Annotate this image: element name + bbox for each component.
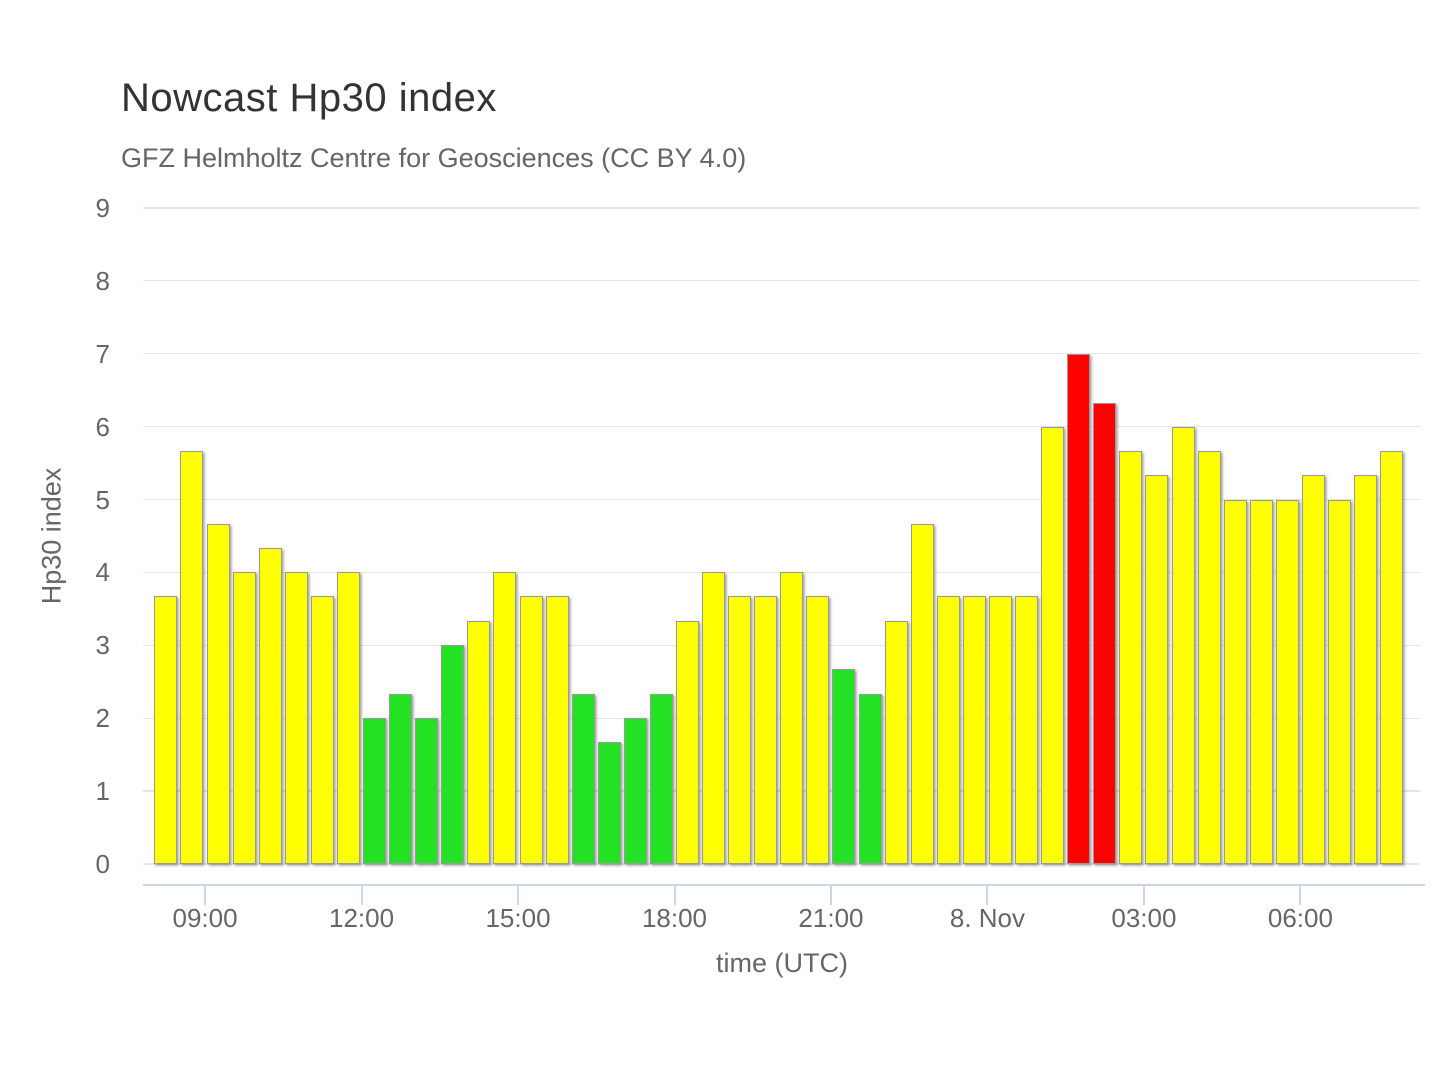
hp30-bar[interactable] (415, 718, 439, 864)
hp30-bar[interactable] (1093, 402, 1117, 864)
x-axis-line (143, 884, 1425, 886)
hp30-bar[interactable] (1354, 475, 1378, 864)
hp30-bar[interactable] (806, 596, 830, 864)
hp30-bar[interactable] (858, 694, 882, 864)
y-axis-label: 6 (95, 411, 110, 442)
x-axis-label: 21:00 (798, 903, 864, 933)
hp30-bar[interactable] (962, 596, 986, 864)
x-axis-tick (360, 885, 363, 905)
hp30-bar[interactable] (545, 596, 569, 864)
hp30-bar[interactable] (1119, 450, 1143, 864)
hp30-bar[interactable] (389, 694, 413, 864)
hp30-bar[interactable] (1275, 499, 1299, 864)
hp30-bar[interactable] (232, 572, 256, 864)
x-axis-label: 12:00 (328, 903, 395, 933)
y-gridline (143, 498, 1420, 501)
y-axis-label: 1 (95, 776, 110, 807)
hp30-bar[interactable] (676, 621, 699, 864)
x-axis-label: 8. Nov (949, 903, 1026, 933)
x-axis-label: 06:00 (1267, 903, 1333, 933)
y-gridline (143, 863, 1420, 865)
y-gridline (143, 207, 1420, 209)
hp30-bar[interactable] (206, 523, 230, 864)
hp30-bar[interactable] (1380, 450, 1404, 864)
hp30-bar[interactable] (1249, 499, 1273, 864)
hp30-bar[interactable] (754, 596, 778, 864)
x-axis-tick (517, 885, 520, 905)
y-axis-label: 3 (95, 630, 110, 661)
x-axis-label: 18:00 (641, 903, 708, 933)
y-gridline (143, 571, 1420, 574)
hp30-bar[interactable] (649, 694, 673, 864)
x-axis-tick (673, 885, 676, 905)
x-axis-tick (986, 885, 989, 905)
hp30-bar[interactable] (284, 572, 308, 864)
x-axis-tick (1142, 885, 1145, 905)
hp30-bar[interactable] (1328, 499, 1351, 864)
hp30-bar[interactable] (1067, 353, 1091, 864)
y-axis-label: 9 (95, 192, 110, 223)
chart-subtitle: GFZ Helmholtz Centre for Geosciences (CC… (121, 143, 747, 173)
y-axis-label: 8 (95, 265, 110, 296)
chart-title: Nowcast Hp30 index (121, 76, 497, 120)
hp30-bar[interactable] (936, 596, 960, 864)
hp30-bar[interactable] (310, 596, 334, 864)
hp30-bar[interactable] (910, 523, 934, 864)
hp30-bar[interactable] (519, 596, 543, 864)
hp30-bar[interactable] (1223, 499, 1247, 864)
y-axis-label: 5 (95, 484, 110, 515)
hp30-bar[interactable] (180, 450, 204, 864)
hp30-bar[interactable] (154, 596, 178, 864)
hp30-bar[interactable] (728, 596, 752, 864)
x-axis-tick (1299, 885, 1302, 905)
hp30-bar[interactable] (1171, 426, 1195, 864)
hp30-bar[interactable] (1145, 475, 1169, 864)
hp30-bar[interactable] (832, 669, 856, 864)
y-gridline (143, 353, 1420, 355)
hp30-bar[interactable] (363, 718, 387, 864)
hp30-bar[interactable] (571, 694, 595, 864)
hp30-bar[interactable] (441, 645, 465, 864)
hp30-bar[interactable] (493, 572, 517, 864)
hp30-bar[interactable] (258, 548, 282, 864)
x-axis-label: 09:00 (172, 903, 238, 933)
hp30-bar[interactable] (780, 572, 804, 864)
y-axis-label: 2 (95, 703, 110, 734)
hp30-bar[interactable] (1301, 475, 1325, 864)
hp30-bar[interactable] (1015, 596, 1039, 864)
hp30-bar[interactable] (1197, 450, 1221, 864)
x-axis-label: 03:00 (1111, 903, 1177, 933)
hp30-bar[interactable] (988, 596, 1012, 864)
y-axis-label: 4 (95, 557, 110, 588)
hp30-bar[interactable] (884, 621, 908, 864)
x-axis-tick (204, 885, 207, 905)
y-gridline (143, 280, 1420, 282)
x-axis-tick (829, 885, 832, 905)
hp30-bar[interactable] (336, 572, 360, 864)
hp30-bar[interactable] (623, 718, 647, 864)
y-axis-label: 7 (95, 338, 110, 369)
hp30-bar[interactable] (1041, 426, 1065, 864)
hp30-bar[interactable] (467, 621, 491, 864)
y-axis-label: 0 (95, 849, 110, 879)
hp30-bar[interactable] (597, 742, 621, 864)
x-axis-title: time (UTC) (716, 948, 848, 978)
y-gridline (143, 425, 1420, 428)
hp30-bar[interactable] (702, 572, 726, 864)
x-axis-label: 15:00 (485, 903, 551, 933)
